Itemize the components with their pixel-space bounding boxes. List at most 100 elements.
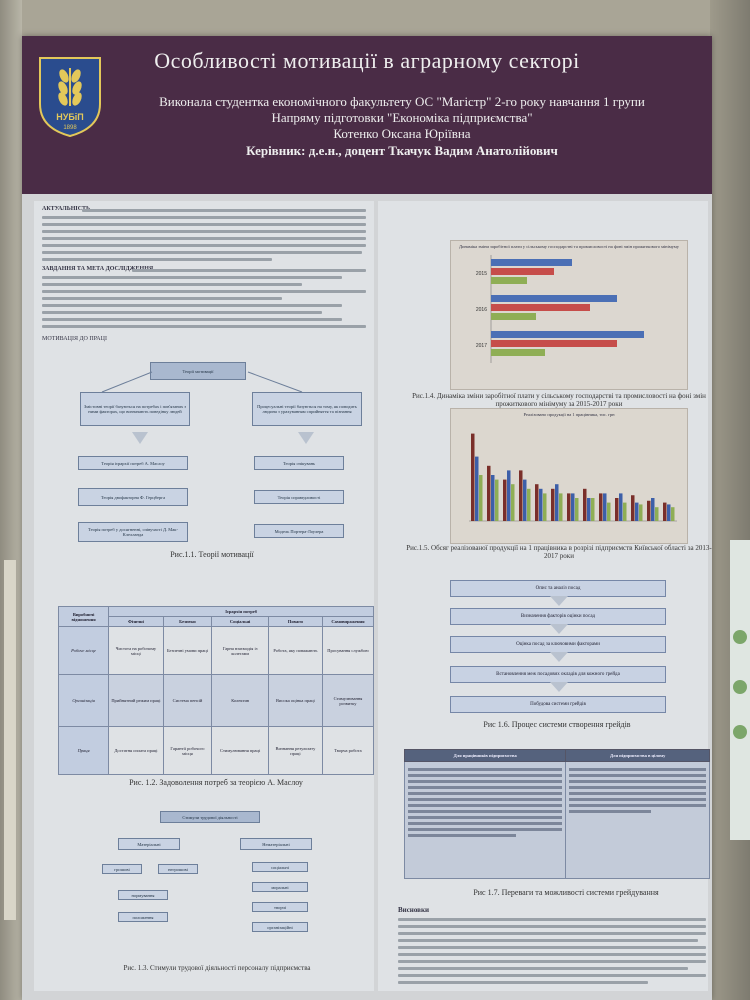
fig1-root: Теорії мотивації [150, 362, 246, 380]
maslow-cell: Прийнятний режим праці [108, 674, 164, 727]
fig1-left-item-1: Теорія ієрархії потреб А. Маслоу [78, 456, 188, 470]
chart1-category-label: 2016 [476, 307, 487, 313]
chart1-bar [491, 277, 527, 284]
poster: НУБіП 1898 Особливості мотивації в аграр… [22, 36, 712, 1000]
maslow-row-head: Організація [57, 674, 110, 727]
chart2-bar [619, 493, 623, 521]
chart1-bar [491, 304, 590, 311]
chart1-title: Динаміка зміни заробітної плати у сільсь… [459, 244, 679, 249]
fig3-caption: Рис. 1.3. Стимули трудової діяльності пе… [123, 964, 311, 972]
chart2-bar [471, 433, 475, 521]
grade-step-4: Встановлення меж посадових окладів для к… [450, 666, 666, 683]
chart2-bar [631, 495, 635, 521]
logo-text: НУБіП [56, 112, 84, 122]
benefits-enterprise-text [565, 761, 710, 879]
chart1-category-label: 2015 [476, 271, 487, 277]
fig3-right-item: соціальні [252, 862, 308, 872]
grade-step-3: Оцінка посад за ключовими факторами [450, 636, 666, 653]
poster-header: НУБіП 1898 Особливості мотивації в аграр… [22, 36, 712, 194]
maslow-caption: Рис. 1.2. Задоволення потреб за теорією … [129, 778, 303, 787]
maslow-col: Самовираження [321, 616, 375, 627]
fig1-process-theories: Процесуальні теорії базуються на тому, я… [252, 392, 362, 426]
chart1-bar [491, 259, 572, 266]
fig3-left-item: грошові [102, 864, 142, 874]
maslow-group: Ієрархія потреб [108, 606, 374, 617]
chart2-bar [671, 507, 675, 521]
maslow-col: Фізичні [108, 616, 164, 627]
major-line: Напряму підготовки "Економіка підприємст… [271, 110, 533, 125]
chart1-bar [491, 340, 617, 347]
supervisor-line: Керівник: д.е.н., доцент Ткачук Вадим Ан… [246, 143, 558, 158]
chart2-bar [599, 493, 603, 521]
fig1-connectors [101, 371, 314, 444]
chart2-bar [667, 504, 671, 521]
chart2-bar [635, 502, 639, 521]
chart2-bar [655, 507, 659, 521]
tasks-heading: ЗАВДАННЯ ТА МЕТА ДОСЛІДЖЕННЯ. [42, 266, 155, 272]
maslow-cell: Творча робота [321, 726, 375, 775]
maslow-cell: Достатня оплата праці [108, 726, 164, 775]
fig1-left-item-3: Теорія потреб у досягненні, співучасті Д… [78, 522, 188, 542]
fig3-material: Матеріальні [118, 838, 180, 850]
chart2-bar [475, 456, 479, 521]
chart2-bar [615, 498, 619, 521]
fig3-left-sub: нормування [118, 890, 168, 900]
relevance-heading: АКТУАЛЬНІСТЬ. [42, 206, 92, 212]
chart2-plot [469, 433, 677, 522]
neighboring-poster [730, 540, 750, 840]
fig3-left-item: негрошові [158, 864, 198, 874]
chart2-bar [607, 502, 611, 521]
chart2-bar [535, 484, 539, 521]
maslow-cell: Стимулювання праці [211, 726, 269, 775]
left-column [34, 201, 374, 991]
maslow-col: Поваги [267, 616, 323, 627]
maslow-cell: Гарна взаємодія із колегами [211, 626, 269, 675]
author-name: Котенко Оксана Юріївна [333, 126, 471, 141]
chart2-bar [507, 470, 511, 521]
maslow-cell: Робота, яку поважають [267, 626, 323, 675]
maslow-cell: Колектив [211, 674, 269, 727]
poster-title: Особливості мотивації в аграрному сектор… [154, 48, 580, 73]
chart2-bar [519, 470, 523, 521]
chart1-bar [491, 268, 554, 275]
chart2-bar [647, 500, 651, 521]
university-logo-icon: НУБіП 1898 [39, 57, 101, 138]
benefits-employees-text [403, 761, 567, 879]
fig3-right-item: творчі [252, 902, 308, 912]
fig1-caption: Рис.1.1. Теорії мотивації [170, 550, 254, 559]
chart2-bar [623, 502, 627, 521]
maslow-col: Безпеки [162, 616, 213, 627]
chart2-bar [479, 475, 483, 521]
flow-arrow-icon [550, 652, 568, 662]
chart1-bar [491, 349, 545, 356]
chart2-bar [503, 479, 507, 521]
chart2-bar [591, 498, 595, 521]
maslow-cell: Система пенсій [162, 674, 213, 727]
chart2-title: Реалізовано продукції на 1 працівника, т… [523, 412, 615, 417]
fig4-caption: Рис.1.4. Динаміка зміни заробітної плати… [412, 392, 706, 408]
chart2-bar [527, 488, 531, 521]
maslow-corner: Виробничі відношення [57, 606, 110, 627]
chart2-bar [491, 475, 495, 521]
flow-arrow-icon [550, 596, 568, 606]
maslow-cell: Чистота на робочому місці [108, 626, 164, 675]
grade-step-2: Визначення факторів оцінки посад [450, 608, 666, 625]
flow-arrow-icon [550, 624, 568, 634]
chart2-bar [539, 488, 543, 521]
maslow-cell: Визнання результату праці [267, 726, 323, 775]
chart2-bar [663, 502, 667, 521]
fig1-content-theories: Змістовні теорії базуються на потребах і… [80, 392, 190, 426]
conclusions-heading: Висновки [398, 906, 430, 914]
maslow-table: Виробничі відношення Ієрархія потреб Фіз… [57, 606, 375, 775]
chart2-bar [639, 504, 643, 521]
fig3-right-item: моральні [252, 882, 308, 892]
grade-step-1: Опис та аналіз посад [450, 580, 666, 597]
fig3-left-sub: положення [118, 912, 168, 922]
theory-heading: МОТИВАЦІЯ ДО ПРАЦІ [42, 336, 107, 342]
chart2-bar [487, 465, 491, 521]
author-line: Виконала студентка економічного факульте… [159, 94, 645, 109]
maslow-cell: Безпечні умови праці [162, 626, 213, 675]
wall-paper-strip [4, 560, 16, 920]
chart1-category-label: 2017 [476, 343, 487, 349]
chart2-bar [555, 484, 559, 521]
